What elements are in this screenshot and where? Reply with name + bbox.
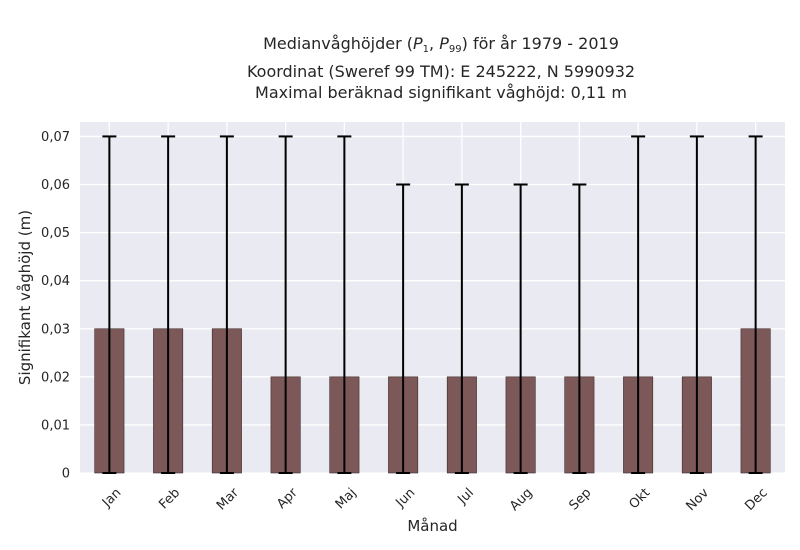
x-tick-label: Nov <box>683 485 712 514</box>
error-bar <box>572 183 587 474</box>
x-tick-label: Mar <box>214 485 242 513</box>
x-tick-label: Maj <box>333 485 360 512</box>
error-bar <box>278 135 293 474</box>
y-axis-label: Signifikant våghöjd (m) <box>16 210 34 385</box>
y-tick-label: 0,05 <box>41 226 70 241</box>
x-tick-label: Jul <box>455 485 477 507</box>
x-tick-label: Okt <box>626 485 653 512</box>
y-tick-label: 0,02 <box>41 370 70 385</box>
error-bar <box>513 183 528 474</box>
y-tick-label: 0,01 <box>41 418 70 433</box>
y-tick-label: 0,07 <box>41 130 70 145</box>
plot-area <box>80 122 785 473</box>
x-tick-label: Sep <box>567 485 595 513</box>
y-tick-label: 0,04 <box>41 274 70 289</box>
y-tick-label: 0 <box>62 467 70 482</box>
title-line-3: Maximal beräknad signifikant våghöjd: 0,… <box>255 83 627 102</box>
title-line-2: Koordinat (Sweref 99 TM): E 245222, N 59… <box>246 61 636 81</box>
x-tick-label: Jun <box>393 485 419 511</box>
x-tick-labels: Jan Feb Mar Apr Maj Jun Jul Aug Sep Okt Nov Dec <box>99 485 771 514</box>
error-bar <box>631 135 646 474</box>
x-axis-label: Månad <box>407 517 457 535</box>
y-tick-label: 0,03 <box>41 322 70 337</box>
error-bar <box>748 135 763 474</box>
chart-title: Medianvåghöjder (P1, P99) för år 1979 - … <box>80 33 800 104</box>
error-bar <box>454 183 469 474</box>
x-tick-label: Apr <box>274 485 301 512</box>
y-tick-label: 0,06 <box>41 178 70 193</box>
y-tick-labels: 0 0,01 0,02 0,03 0,04 0,05 0,06 0,07 <box>41 130 70 482</box>
x-tick-label: Feb <box>156 485 183 512</box>
error-bar <box>337 135 352 474</box>
error-bar <box>161 135 176 474</box>
x-tick-label: Dec <box>742 485 770 513</box>
x-tick-label: Aug <box>507 485 536 514</box>
error-bar <box>219 135 234 474</box>
x-tick-label: Jan <box>99 485 124 510</box>
error-bar <box>102 135 117 474</box>
error-bar <box>689 135 704 474</box>
error-bar <box>396 183 411 474</box>
title-line-1: Medianvåghöjder (P1, P99) för år 1979 - … <box>263 34 619 55</box>
error-bars <box>102 135 763 474</box>
